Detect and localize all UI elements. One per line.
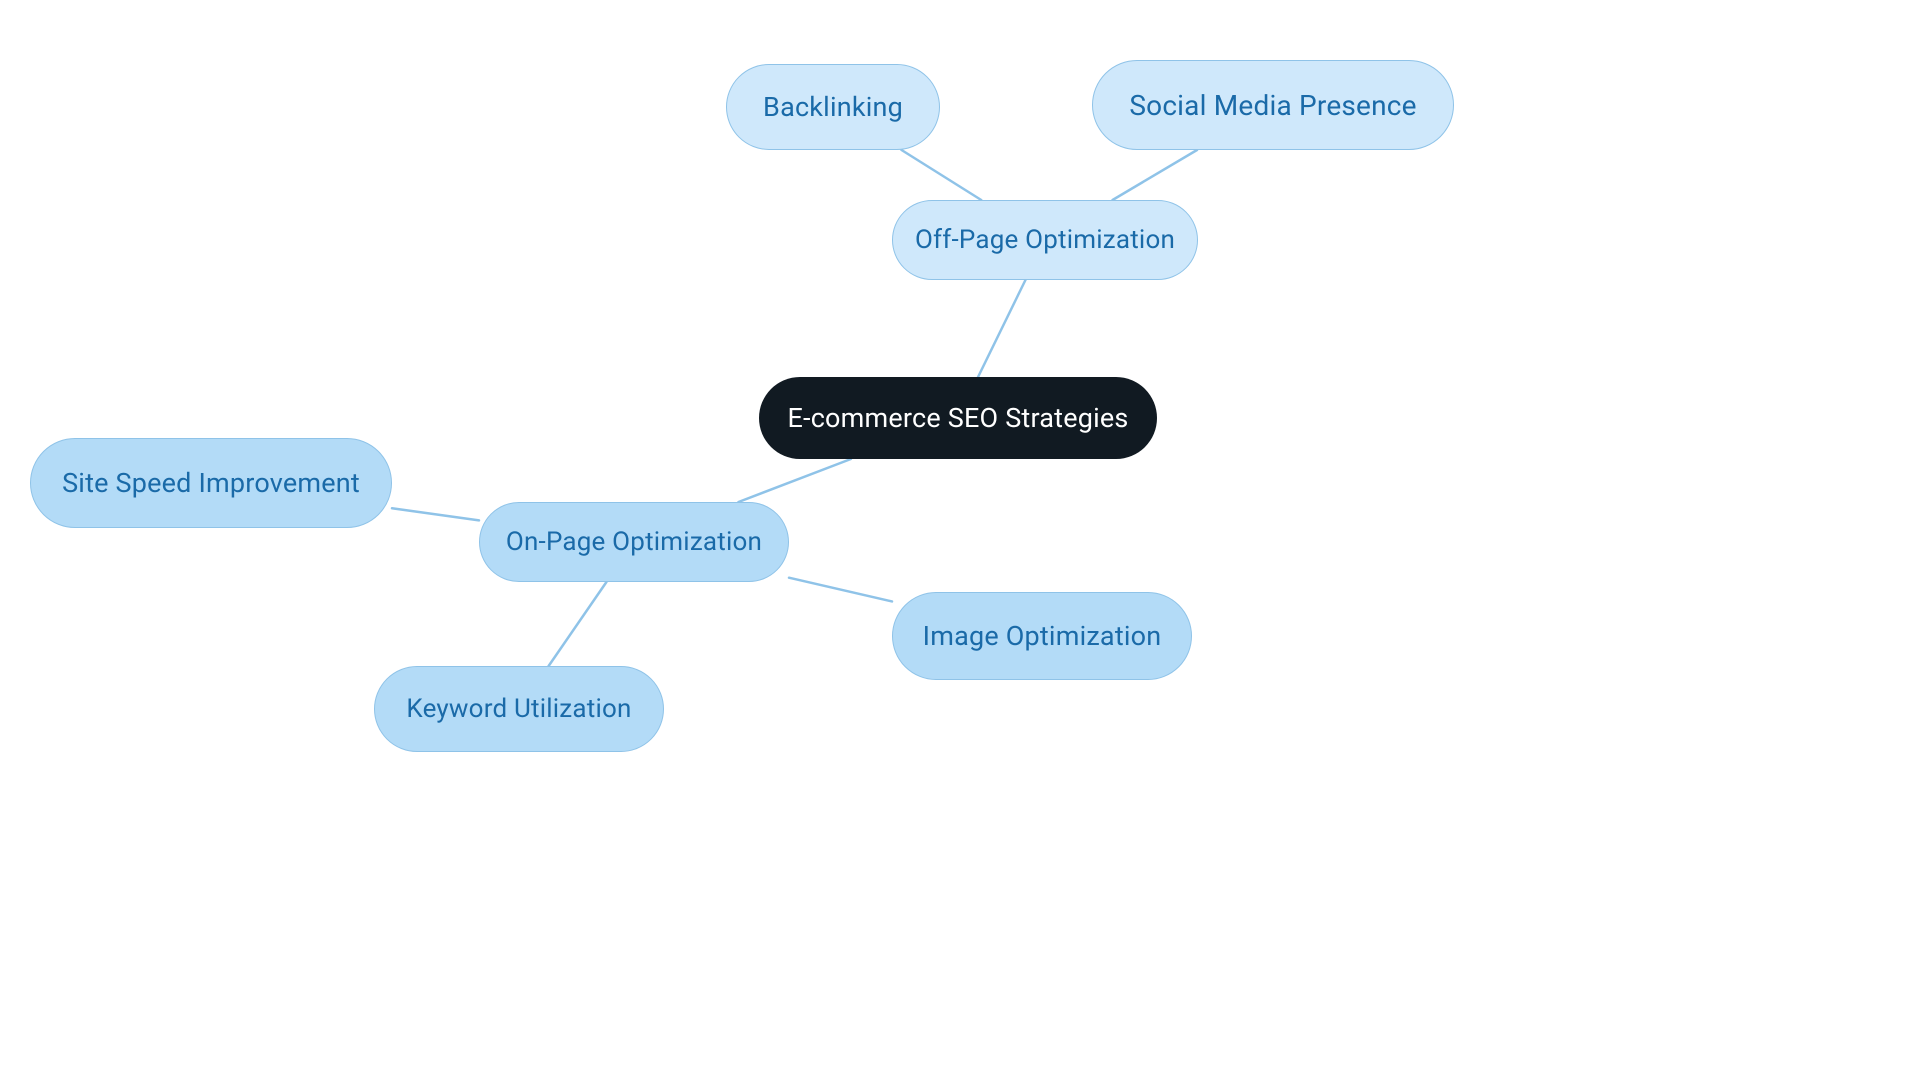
edge-onpage-sitespeed (392, 508, 479, 520)
node-label: On-Page Optimization (506, 527, 762, 557)
edge-root-offpage (978, 280, 1025, 377)
node-label: E-commerce SEO Strategies (787, 402, 1128, 434)
node-onpage: On-Page Optimization (479, 502, 789, 582)
edge-offpage-social (1113, 150, 1197, 200)
mindmap-canvas: E-commerce SEO Strategies Off-Page Optimi… (0, 0, 1920, 1083)
node-social: Social Media Presence (1092, 60, 1454, 150)
node-label: Keyword Utilization (406, 694, 631, 724)
node-image: Image Optimization (892, 592, 1192, 680)
node-label: Social Media Presence (1129, 89, 1416, 122)
node-backlinking: Backlinking (726, 64, 940, 150)
edge-onpage-image (789, 578, 892, 602)
node-sitespeed: Site Speed Improvement (30, 438, 392, 528)
edge-root-onpage (739, 459, 851, 502)
edge-offpage-backlinking (902, 150, 982, 200)
edges-layer (0, 0, 1920, 1083)
node-keyword: Keyword Utilization (374, 666, 664, 752)
node-label: Off-Page Optimization (915, 225, 1175, 255)
node-label: Backlinking (763, 91, 903, 123)
edge-onpage-keyword (549, 582, 607, 666)
node-offpage: Off-Page Optimization (892, 200, 1198, 280)
node-label: Site Speed Improvement (62, 467, 360, 499)
node-root: E-commerce SEO Strategies (759, 377, 1157, 459)
node-label: Image Optimization (923, 620, 1162, 652)
